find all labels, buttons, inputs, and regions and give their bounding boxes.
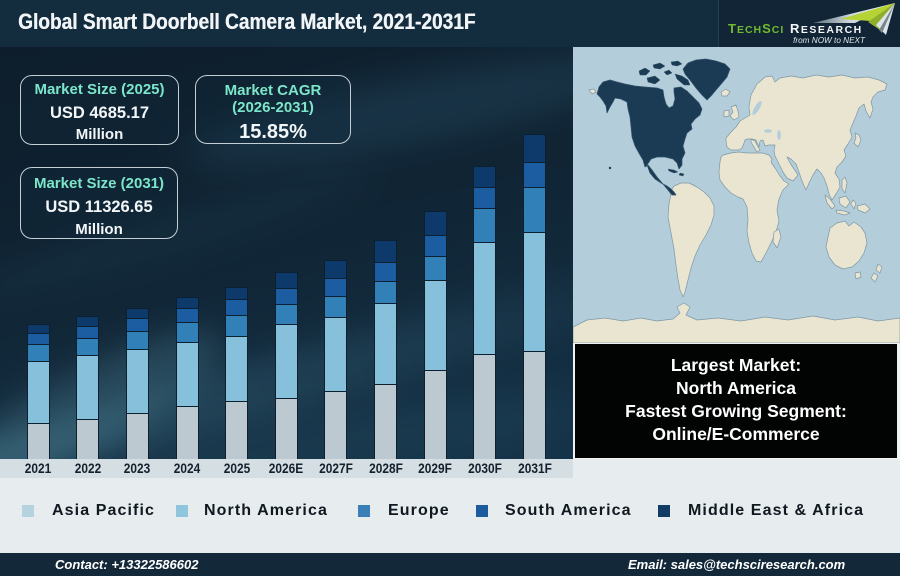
svg-text:from NOW to NEXT: from NOW to NEXT xyxy=(793,36,866,45)
svg-text:TECHSCI: TECHSCI xyxy=(728,21,784,36)
svg-text:RESEARCH: RESEARCH xyxy=(790,21,863,36)
